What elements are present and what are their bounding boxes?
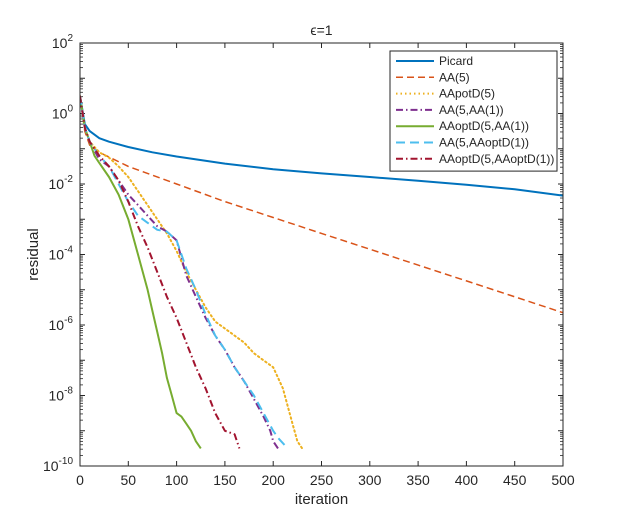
y-tick-label: 10-4 [49, 245, 74, 263]
y-tick-label: 10-10 [43, 456, 73, 474]
legend-label: AApotD(5) [439, 87, 495, 101]
x-tick-label: 450 [503, 472, 527, 488]
x-tick-label: 0 [76, 472, 84, 488]
legend-label: AA(5) [439, 70, 470, 84]
y-tick-label: 102 [52, 33, 74, 51]
x-tick-label: 200 [262, 472, 286, 488]
y-tick-label: 10-8 [49, 386, 74, 404]
legend-label: Picard [439, 54, 473, 68]
x-tick-label: 300 [358, 472, 382, 488]
x-tick-label: 100 [165, 472, 189, 488]
series-layer [80, 94, 563, 450]
series-line [80, 95, 563, 197]
x-tick-label: 150 [213, 472, 237, 488]
x-tick-label: 250 [310, 472, 334, 488]
legend-label: AAoptD(5,AA(1)) [439, 119, 529, 133]
legend: Picard AA(5) AApotD(5) AA(5,AA(1)) AAoptD(5,… [389, 50, 558, 172]
legend-label: AA(5,AA(1)) [439, 103, 504, 117]
legend-box [389, 50, 558, 172]
legend-label: AAoptD(5,AAoptD(1)) [439, 152, 554, 166]
y-tick-label: 10-6 [49, 315, 74, 333]
x-tick-label: 50 [121, 472, 137, 488]
chart-title: ϵ=1 [310, 22, 332, 38]
x-tick-label: 400 [455, 472, 479, 488]
legend-label: AA(5,AAoptD(1)) [439, 136, 529, 150]
series-line [80, 94, 304, 450]
series-line [80, 95, 241, 449]
series-line [80, 95, 202, 449]
x-tick-label: 500 [551, 472, 575, 488]
y-tick-label: 100 [52, 104, 74, 122]
plot-frame [79, 42, 564, 467]
tick-labels: 0 50 100 150 200 250 300 350 400 450 500 10-10 10-8 1… [43, 33, 575, 488]
x-axis-label: iteration [295, 491, 348, 508]
y-axis-label: residual [25, 228, 42, 281]
y-tick-label: 10-2 [49, 174, 74, 192]
series-line [80, 95, 563, 314]
x-tick-label: 350 [406, 472, 430, 488]
